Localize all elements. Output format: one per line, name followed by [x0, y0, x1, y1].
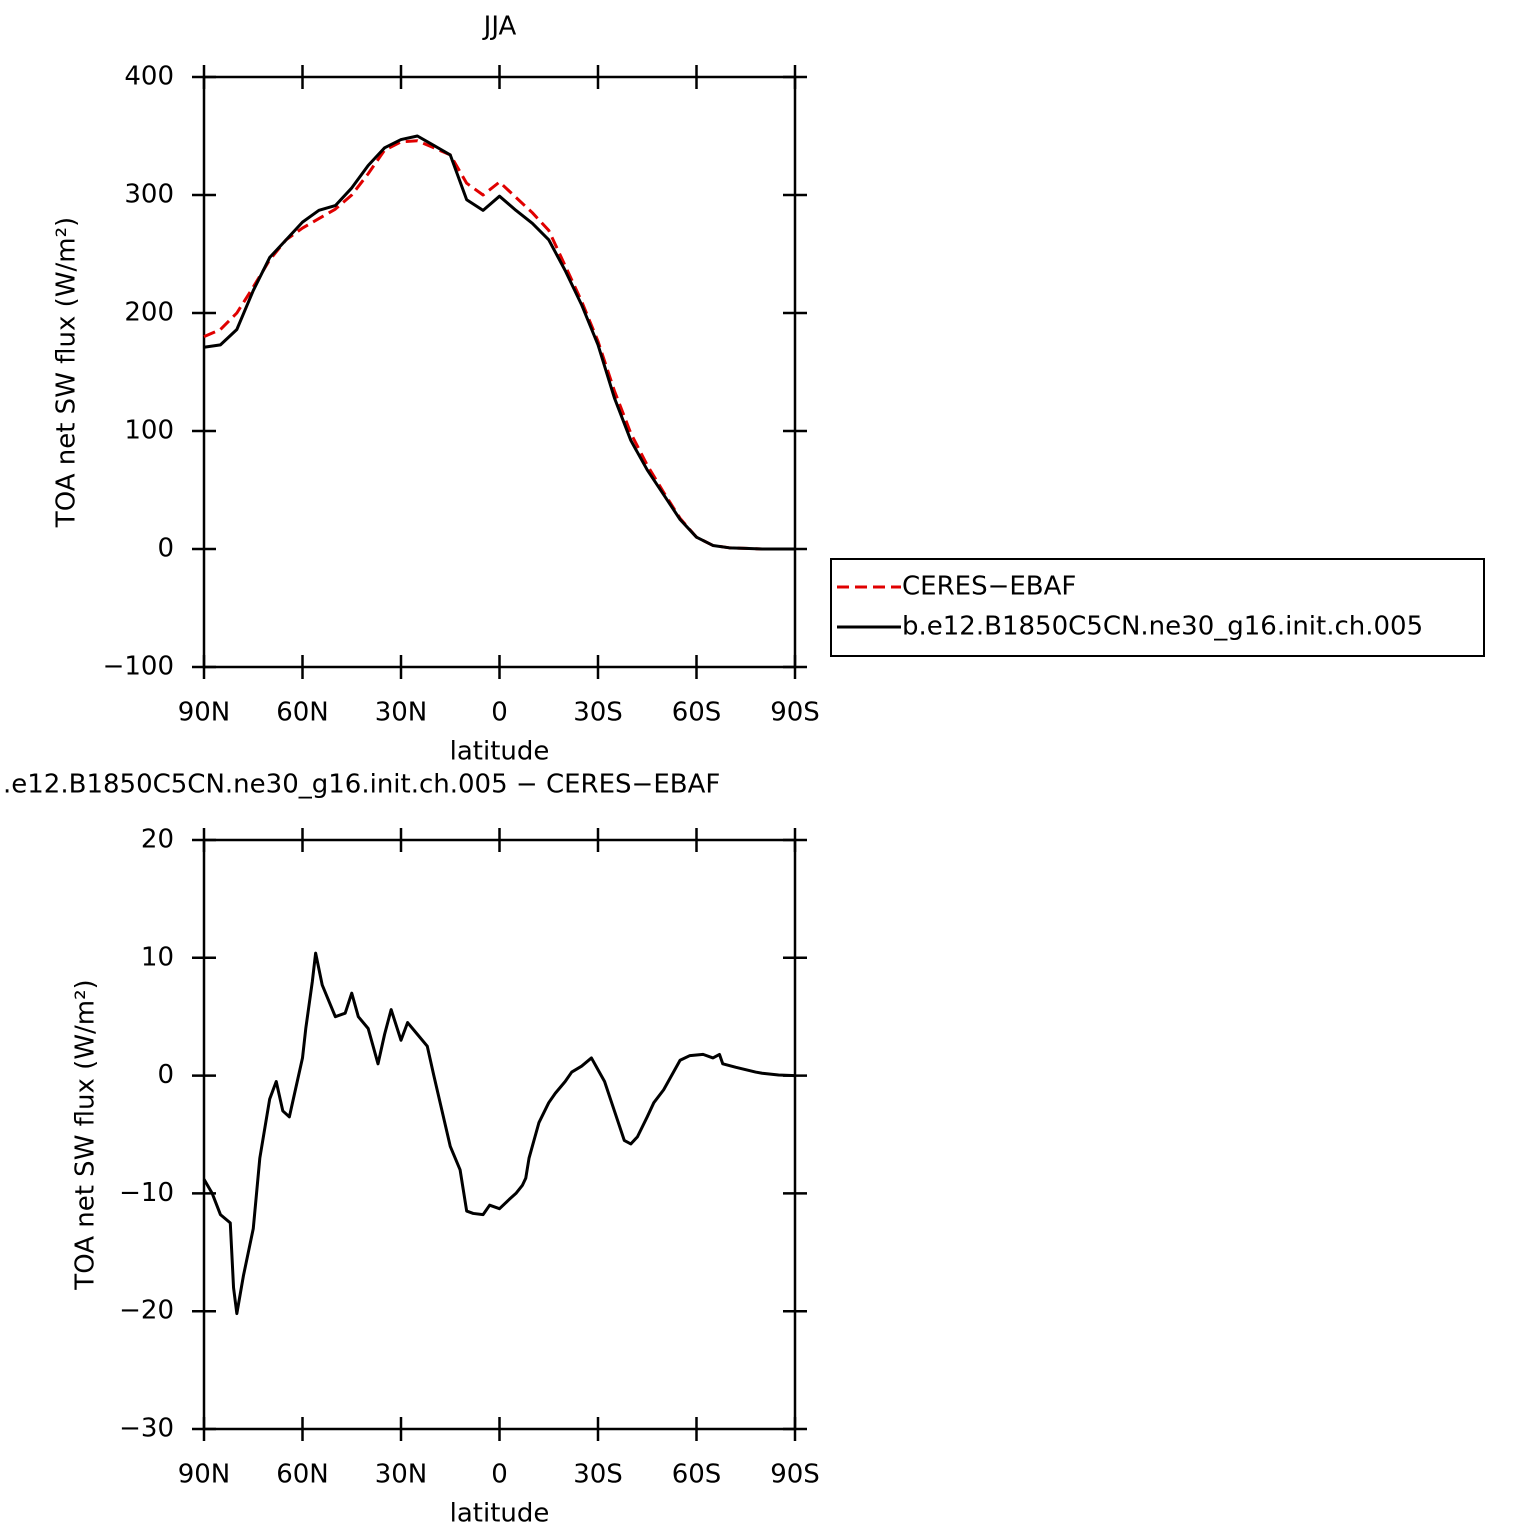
x-tick-label: 60N: [276, 1460, 329, 1490]
y-tick-label: 100: [124, 416, 174, 446]
y-tick-label: −10: [119, 1178, 174, 1208]
x-tick-label: 90S: [770, 1460, 820, 1490]
y-axis-label: TOA net SW flux (W/m²): [71, 979, 101, 1290]
x-tick-label: 90S: [770, 698, 820, 728]
y-tick-label: 0: [157, 1060, 174, 1090]
y-tick-label: −30: [119, 1414, 174, 1444]
x-tick-label: 90N: [178, 1460, 231, 1490]
x-tick-label: 60S: [672, 698, 722, 728]
legend-label: CERES−EBAF: [902, 572, 1076, 602]
x-tick-label: 30N: [375, 1460, 428, 1490]
x-axis-label: latitude: [450, 1499, 550, 1529]
x-tick-label: 30N: [375, 698, 428, 728]
x-tick-label: 90N: [178, 698, 231, 728]
data-line: [203, 134, 795, 551]
plot-frame: [202, 838, 797, 1431]
y-tick-label: −20: [119, 1296, 174, 1326]
y-tick-label: 10: [141, 942, 174, 972]
x-tick-label: 0: [491, 1460, 508, 1490]
x-tick-label: 0: [491, 698, 508, 728]
legend-box: [830, 558, 1485, 657]
y-tick-label: 20: [141, 825, 174, 855]
chart-title: JJA: [482, 12, 517, 42]
y-tick-label: 200: [124, 298, 174, 328]
x-tick-label: 60S: [672, 1460, 722, 1490]
x-tick-label: 60N: [276, 698, 329, 728]
y-tick-label: 400: [124, 62, 174, 92]
data-line: [203, 139, 795, 551]
x-axis-label: latitude: [450, 737, 550, 767]
y-tick-label: −100: [103, 652, 174, 682]
plot-frame: [202, 75, 797, 669]
y-tick-label: 0: [157, 534, 174, 564]
data-line: [202, 951, 796, 1316]
x-tick-label: 30S: [573, 698, 623, 728]
x-tick-label: 30S: [573, 1460, 623, 1490]
chart-title: .e12.B1850C5CN.ne30_g16.init.ch.005 − CE…: [3, 770, 720, 800]
legend-label: b.e12.B1850C5CN.ne30_g16.init.ch.005: [902, 612, 1423, 642]
y-axis-label: TOA net SW flux (W/m²): [52, 217, 82, 528]
y-tick-label: 300: [124, 180, 174, 210]
